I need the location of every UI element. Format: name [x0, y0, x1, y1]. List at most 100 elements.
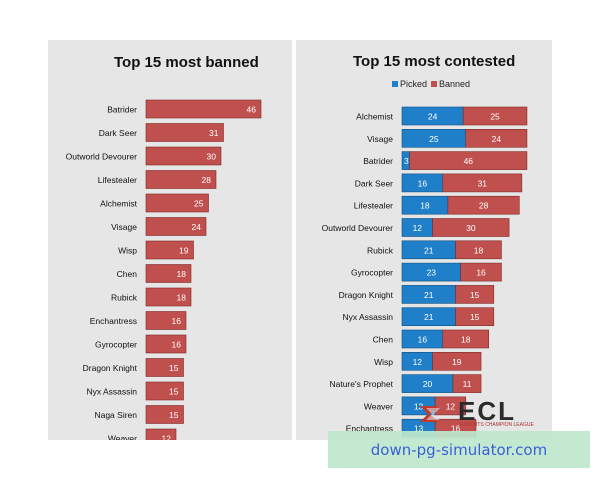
bar-banned [145, 217, 207, 236]
category-label: Outworld Devourer [322, 223, 394, 233]
chart-legend: Picked Banned [392, 79, 470, 89]
bar-banned [442, 329, 490, 349]
bar-picked-value-label: 20 [423, 379, 433, 389]
bar-banned [442, 173, 523, 193]
bar-value-label: 15 [169, 363, 179, 373]
category-label: Enchantress [346, 424, 393, 434]
category-label: Enchantress [90, 316, 137, 326]
bar-banned-value-label: 16 [476, 268, 486, 278]
bar-value-label: 19 [179, 246, 189, 256]
bar-banned-value-label: 12 [446, 401, 456, 411]
bar-picked-value-label: 21 [424, 312, 434, 322]
ecl-logo: ECL ESPORTS CHAMPION LEAGUE [416, 396, 552, 430]
bar-picked-value-label: 21 [424, 245, 434, 255]
category-label: Lifestealer [354, 201, 393, 211]
bar-banned [145, 381, 184, 401]
category-label: Wisp [374, 357, 393, 367]
bar-picked-value-label: 23 [427, 268, 437, 278]
bar-value-label: 16 [172, 340, 182, 350]
bar-banned-value-label: 15 [470, 290, 480, 300]
bar-picked-value-label: 13 [414, 424, 424, 434]
category-label: Nature's Prophet [329, 379, 393, 389]
category-label: Alchemist [356, 112, 393, 122]
bar-banned [145, 240, 194, 260]
most-banned-chart: Top 15 most banned Batrider 46 Dark Seer 31… [48, 40, 292, 440]
bar-banned-value-label: 30 [466, 223, 476, 233]
bar-banned-value-label: 16 [451, 424, 461, 434]
bar-banned-value-label: 25 [490, 112, 500, 122]
category-label: Rubick [367, 245, 394, 255]
bar-value-label: 15 [169, 387, 179, 397]
category-label: Outworld Devourer [66, 152, 138, 162]
category-label: Dark Seer [355, 178, 393, 188]
bar-banned [447, 195, 520, 215]
bar-picked-value-label: 25 [429, 134, 439, 144]
bar-banned-value-label: 19 [452, 357, 462, 367]
legend-item-picked: Picked [392, 79, 427, 89]
logo-subtext: ESPORTS CHAMPION LEAGUE [460, 422, 534, 428]
category-label: Alchemist [100, 199, 137, 209]
bar-banned [145, 311, 187, 330]
most-contested-chart: Top 15 most contested Picked Banned Alch… [296, 40, 552, 440]
category-label: Gyrocopter [95, 340, 137, 350]
bar-banned [462, 106, 528, 126]
bar-banned [434, 396, 467, 416]
chart-title: Top 15 most banned [114, 54, 259, 71]
bar-picked-value-label: 13 [414, 401, 424, 411]
bar-picked-value-label: 21 [424, 290, 434, 300]
bar-banned-value-label: 46 [464, 156, 474, 166]
bar-banned [145, 170, 217, 189]
bar-banned [145, 287, 192, 307]
bar-banned [455, 307, 495, 327]
most-banned-plot: Batrider 46 Dark Seer 31 Outworld Devourer 30… [66, 99, 262, 441]
category-label: Nyx Assassin [342, 312, 393, 322]
bar-banned-value-label: 28 [479, 201, 489, 211]
category-label: Naga Siren [94, 410, 137, 420]
bar-banned-value-label: 18 [461, 335, 471, 345]
bar-banned [460, 262, 502, 282]
watermark-banner: down-pg-simulator.com [328, 431, 590, 468]
bar-value-label: 25 [194, 199, 204, 209]
category-label: Weaver [108, 434, 137, 441]
bar-value-label: 31 [209, 128, 219, 138]
category-label: Lifestealer [98, 175, 137, 185]
bar-value-label: 18 [177, 293, 187, 303]
bar-banned [455, 285, 495, 304]
bar-banned [452, 374, 482, 393]
legend-label-banned: Banned [439, 79, 471, 89]
bar-banned-value-label: 31 [478, 178, 488, 188]
bar-banned-value-label: 24 [492, 134, 502, 144]
bar-picked-value-label: 12 [413, 357, 423, 367]
bar-banned [145, 99, 262, 119]
bar-value-label: 18 [177, 269, 187, 279]
bar-banned-value-label: 11 [463, 379, 472, 389]
bar-banned [145, 264, 192, 283]
most-contested-plot: Alchemist 24 25 Visage 25 24 Batrider 3 46 Dark S… [322, 106, 528, 438]
bar-banned [145, 146, 222, 166]
category-label: Gyrocopter [351, 268, 393, 278]
category-label: Dragon Knight [339, 290, 394, 300]
bar-banned [145, 358, 184, 377]
bar-value-label: 15 [169, 410, 179, 420]
category-label: Visage [367, 134, 393, 144]
bar-banned [455, 240, 502, 260]
bar-banned [145, 428, 177, 440]
category-label: Chen [373, 335, 394, 345]
bar-banned [432, 218, 510, 237]
ecl-logo-mark [420, 406, 440, 422]
category-label: Weaver [364, 401, 393, 411]
category-label: Wisp [118, 246, 137, 256]
logo-text: ECL [458, 396, 516, 426]
bar-banned [145, 193, 209, 213]
bar-picked-value-label: 16 [418, 178, 428, 188]
bar-picked-value-label: 12 [413, 223, 423, 233]
category-label: Chen [117, 269, 138, 279]
category-label: Rubick [111, 293, 138, 303]
bar-banned [465, 129, 528, 148]
legend-swatch-picked [392, 81, 398, 87]
bar-value-label: 16 [172, 316, 182, 326]
legend-swatch-banned [431, 81, 438, 87]
logo-chevron-inner-icon [426, 408, 440, 420]
bar-picked-value-label: 24 [428, 112, 438, 122]
category-label: Batrider [107, 105, 137, 115]
